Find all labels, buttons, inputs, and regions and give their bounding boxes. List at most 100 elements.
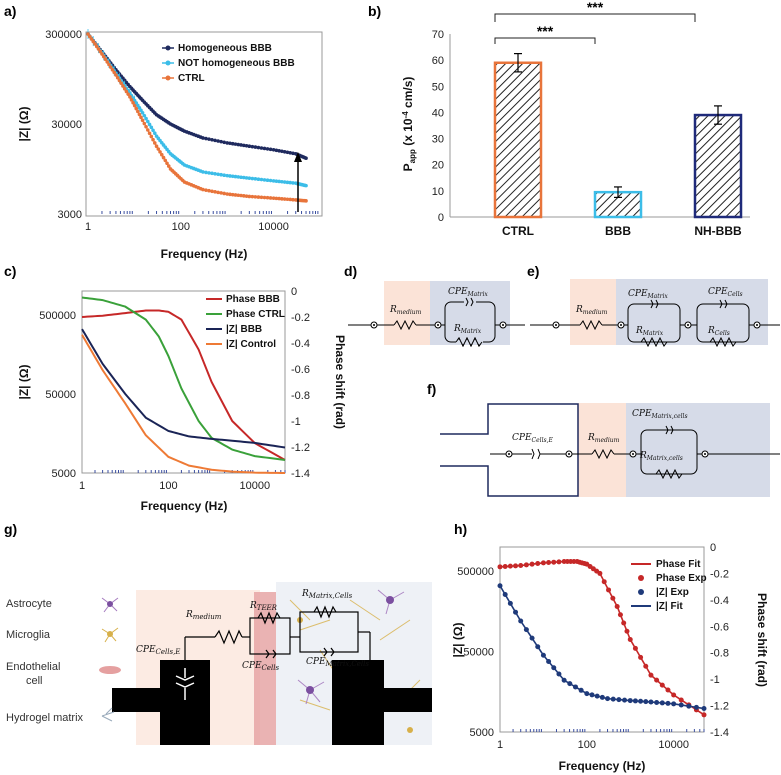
series-point (86, 32, 90, 36)
series-point (535, 561, 541, 567)
series-point (268, 178, 273, 183)
series-point (285, 180, 290, 185)
series-point (244, 143, 249, 148)
series-point (210, 189, 214, 194)
y-tick-label: 30 (432, 134, 444, 146)
astrocyte-icon (306, 686, 314, 694)
series-point (291, 151, 295, 156)
cpe-icon (323, 647, 335, 657)
x-tick-label: 100 (578, 739, 596, 751)
astrocyte-icon (386, 596, 394, 604)
legend-label: |Z| Exp (656, 587, 689, 598)
series-point (285, 150, 290, 155)
y2-tick-label: -1 (291, 416, 301, 428)
label-cpe-cells: CPECells (708, 287, 743, 298)
y-tick-label: 50 (432, 81, 444, 93)
series-point (280, 149, 284, 154)
papp-symbol: P (401, 163, 415, 171)
series-point (291, 181, 295, 185)
series-point (100, 52, 104, 56)
series-point (497, 564, 503, 570)
resistor-icon (655, 468, 683, 480)
chart-a: 3000 30000 300000 1 100 10000 Frequency (Hz)… (17, 29, 323, 261)
resistor-icon (257, 611, 281, 625)
series-point (624, 628, 630, 634)
series-point (678, 697, 684, 703)
legend-label: Phase Fit (656, 559, 701, 570)
y2-tick-label: -1 (710, 674, 720, 686)
series-point (216, 190, 220, 195)
series-point (614, 603, 620, 609)
resistor-icon (591, 448, 615, 460)
y-axis-label: Papp (x 10-4 cm/s) (401, 77, 417, 172)
microglia-icon (407, 727, 413, 733)
series-point (285, 197, 290, 202)
series-point (282, 180, 287, 184)
series-line (87, 33, 307, 187)
series-point (216, 172, 220, 177)
series-point (110, 67, 115, 72)
series-line (81, 328, 286, 449)
series-point (262, 146, 267, 151)
chart-h: 5000 50000 500000 0 -0.2 -0.4 -0.6 -0.8 -1 -1.2 -1… (451, 542, 769, 773)
series-point (268, 147, 273, 152)
label-cpe-matrix-cells: CPEMatrix,Cells (306, 657, 369, 668)
series-point (304, 199, 308, 203)
y2-tick-label: -0.4 (291, 338, 310, 350)
y2-axis-label: Phase shift (rad) (333, 335, 347, 429)
series-point (507, 563, 513, 569)
series-point (230, 141, 235, 146)
series-point (239, 143, 243, 147)
series-point (210, 171, 214, 176)
series-point (94, 44, 99, 49)
series-point (121, 84, 125, 88)
series-point (131, 100, 135, 105)
series-point (108, 65, 113, 69)
cell-label-hydrogel: Hydrogel matrix (6, 712, 84, 724)
series-point (201, 187, 205, 192)
series-point (166, 164, 171, 168)
x-tick-label: 10000 (240, 480, 271, 492)
series-point (282, 150, 287, 154)
series-point (144, 116, 148, 121)
series-point (152, 131, 157, 136)
series-point (277, 196, 281, 201)
legend-label: CTRL (178, 73, 205, 84)
matrix-cells-region (626, 403, 770, 497)
y-tick-label: 500000 (457, 566, 494, 578)
series-point (93, 42, 97, 46)
hydrogel-icon (101, 707, 115, 722)
series-point (230, 192, 235, 197)
series-point (610, 595, 616, 601)
y-axis-label: |Z| (Ω) (17, 365, 31, 400)
cell-label-microglia: Microglia (6, 629, 51, 641)
series-point (621, 620, 627, 626)
series-point (204, 136, 208, 141)
y-tick-label: 3000 (58, 209, 82, 221)
y2-tick-label: -0.8 (291, 390, 310, 402)
series-point (665, 687, 671, 693)
panel-label-d: d) (344, 263, 357, 279)
series-point (250, 144, 255, 149)
series-point (213, 138, 217, 143)
series-point (274, 196, 279, 201)
series-point (271, 148, 276, 152)
series-point (233, 142, 238, 146)
series-point (117, 78, 122, 83)
series-point (236, 175, 241, 179)
circuit-d: Rmedium CPEMatrix RMatrix (348, 281, 525, 348)
label-r-medium: Rmedium (587, 433, 620, 444)
series-point (146, 128, 150, 132)
series-point (98, 49, 103, 54)
series-point (265, 178, 270, 183)
legend: Phase BBB Phase CTRL |Z| BBB |Z| Control (206, 294, 285, 350)
papp-units: (x 10 (401, 118, 415, 149)
series-point (304, 156, 308, 161)
series-point (152, 141, 157, 145)
series-point (225, 192, 229, 196)
series-line (81, 309, 286, 461)
cpe-icon (531, 448, 541, 460)
series-point (643, 663, 649, 669)
series-point (87, 34, 92, 39)
medium-region (578, 403, 626, 497)
